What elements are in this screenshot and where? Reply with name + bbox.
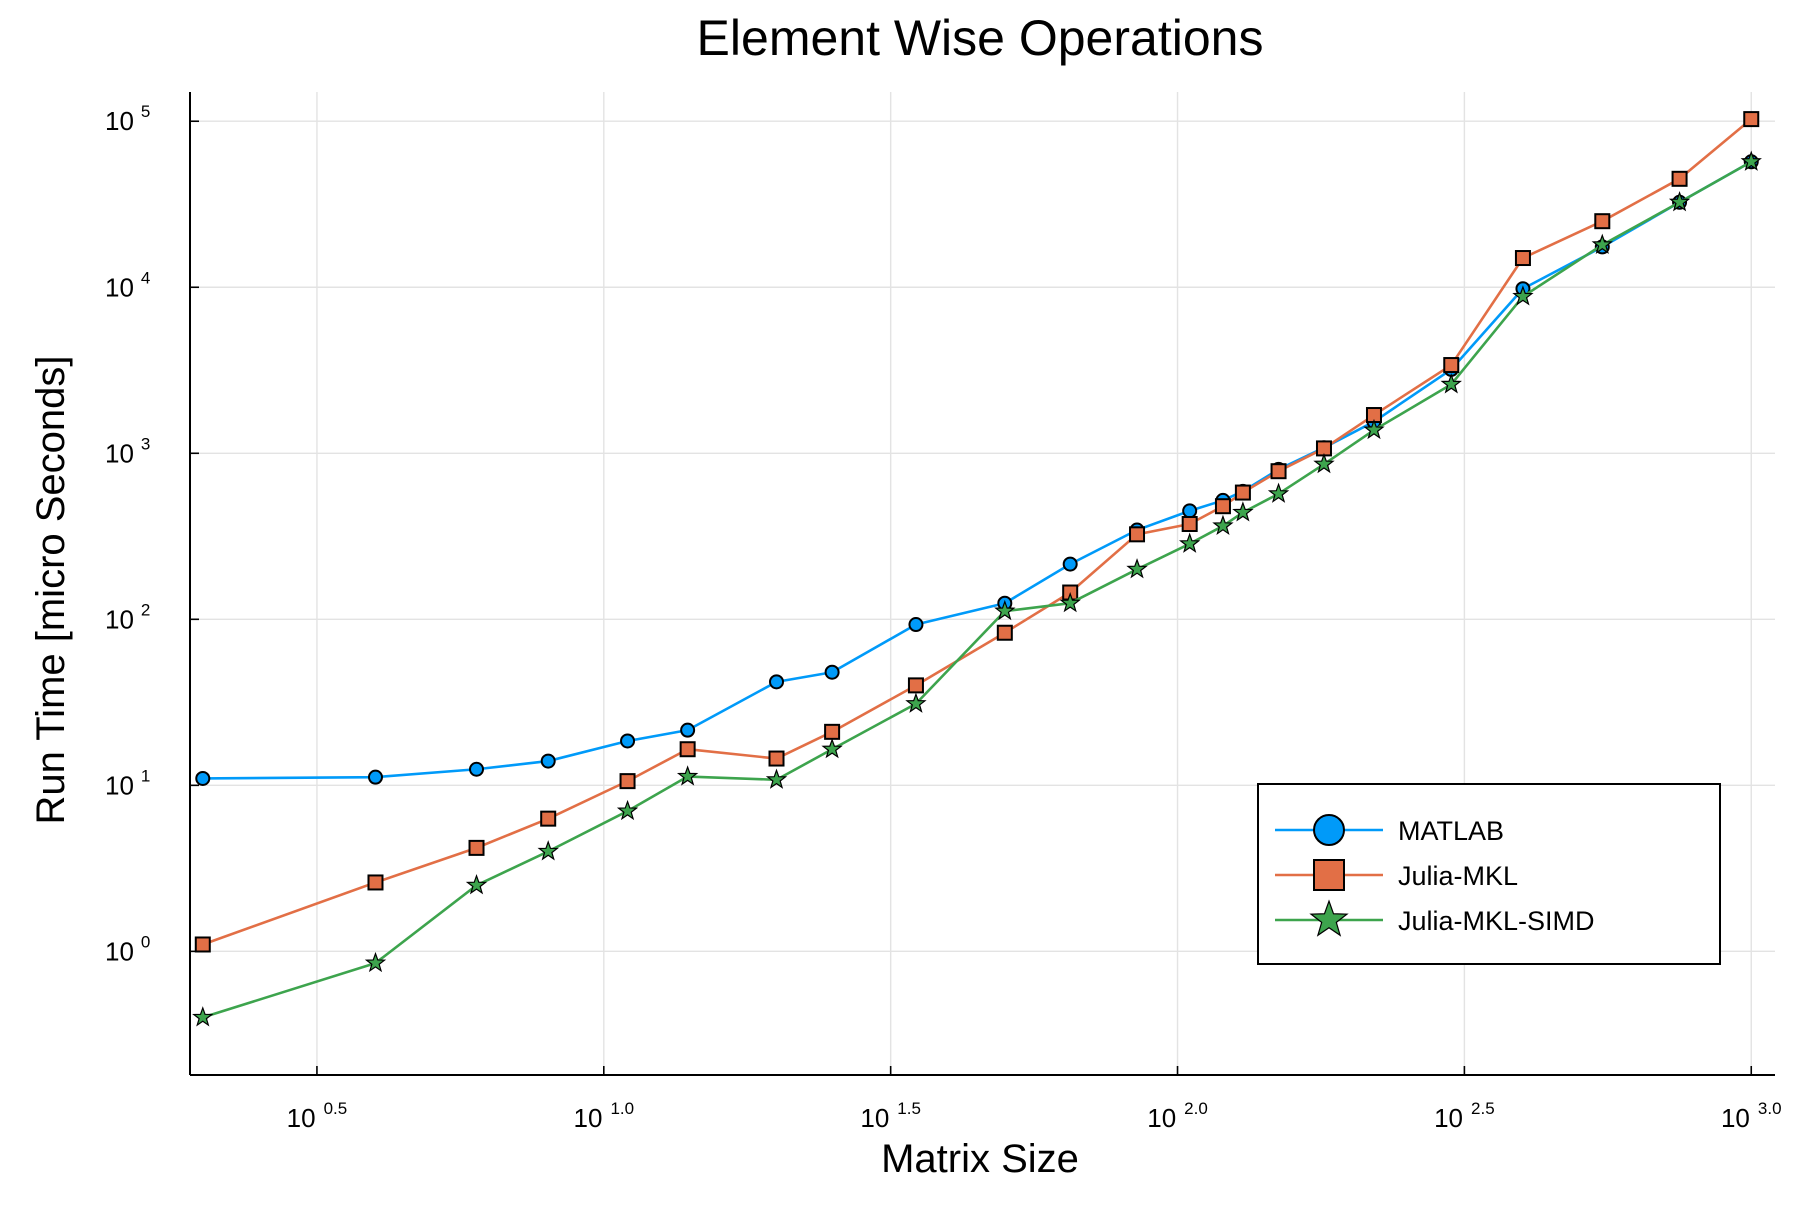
y-tick-exponent: 1 <box>141 766 150 785</box>
y-tick-base: 10 <box>105 272 134 302</box>
data-point <box>823 740 841 757</box>
data-point <box>470 763 483 776</box>
data-point <box>1064 558 1077 571</box>
x-tick-exponent: 1.5 <box>897 1099 921 1118</box>
x-tick-label: 101.0 <box>574 1099 635 1133</box>
y-tick-exponent: 2 <box>141 600 150 619</box>
data-point <box>367 954 385 971</box>
data-point <box>1272 464 1286 478</box>
data-point <box>1216 499 1230 513</box>
y-tick-exponent: 5 <box>141 102 150 121</box>
data-point <box>1183 517 1197 531</box>
x-axis-label: Matrix Size <box>881 1137 1079 1181</box>
data-point <box>909 678 923 692</box>
y-tick-base: 10 <box>105 604 134 634</box>
x-tick-exponent: 1.0 <box>610 1099 634 1118</box>
x-tick-base: 10 <box>1434 1103 1463 1133</box>
data-point <box>1128 560 1146 577</box>
data-point <box>1214 517 1232 534</box>
y-tick-base: 10 <box>105 438 134 468</box>
data-point <box>1130 527 1144 541</box>
data-point <box>541 812 555 826</box>
data-point <box>1444 358 1458 372</box>
y-ticks: 10 0 10 1 10 2 10 3 10 4 10 5 <box>105 102 199 966</box>
x-ticks: 100.5101.0101.5102.0102.5103.0 <box>287 1066 1782 1133</box>
data-point <box>470 841 484 855</box>
legend-label: MATLAB <box>1398 816 1504 846</box>
x-tick-base: 10 <box>287 1103 316 1133</box>
legend-marker <box>1314 860 1344 890</box>
data-point <box>368 875 382 889</box>
data-point <box>194 1008 212 1025</box>
y-tick-exponent: 4 <box>141 268 150 287</box>
data-point <box>998 626 1012 640</box>
data-point <box>826 666 839 679</box>
data-point <box>621 734 634 747</box>
data-point <box>1595 214 1609 228</box>
y-tick-base: 10 <box>105 770 134 800</box>
x-tick-exponent: 2.0 <box>1184 1099 1208 1118</box>
data-point <box>369 771 382 784</box>
x-tick-exponent: 2.5 <box>1471 1099 1495 1118</box>
y-tick-label: 10 2 <box>105 600 150 634</box>
data-point <box>1183 504 1196 517</box>
y-tick-label: 10 0 <box>105 932 150 966</box>
data-point <box>681 742 695 756</box>
data-point <box>909 618 922 631</box>
chart-title: Element Wise Operations <box>697 10 1264 66</box>
x-tick-base: 10 <box>860 1103 889 1133</box>
x-tick-base: 10 <box>574 1103 603 1133</box>
data-point <box>1181 534 1199 551</box>
data-point <box>539 842 557 859</box>
x-tick-base: 10 <box>1147 1103 1176 1133</box>
data-point <box>770 675 783 688</box>
data-point <box>621 774 635 788</box>
data-point <box>770 752 784 766</box>
data-point <box>1270 484 1288 501</box>
data-point <box>196 772 209 785</box>
y-tick-exponent: 0 <box>141 932 150 951</box>
legend-label: Julia-MKL <box>1398 861 1518 891</box>
x-tick-label: 101.5 <box>860 1099 921 1133</box>
x-tick-label: 102.0 <box>1147 1099 1208 1133</box>
x-tick-label: 100.5 <box>287 1099 348 1133</box>
data-point <box>1673 172 1687 186</box>
y-axis-label: Run Time [micro Seconds] <box>29 355 73 824</box>
data-point <box>681 724 694 737</box>
y-tick-exponent: 3 <box>141 434 150 453</box>
x-tick-label: 102.5 <box>1434 1099 1495 1133</box>
data-point <box>1516 251 1530 265</box>
y-tick-label: 10 4 <box>105 268 150 302</box>
data-point <box>542 755 555 768</box>
x-tick-exponent: 0.5 <box>324 1099 348 1118</box>
y-tick-label: 10 3 <box>105 434 150 468</box>
y-tick-base: 10 <box>105 936 134 966</box>
y-tick-label: 10 5 <box>105 102 150 136</box>
data-point <box>1236 486 1250 500</box>
data-point <box>1744 112 1758 126</box>
x-tick-base: 10 <box>1721 1103 1750 1133</box>
y-tick-base: 10 <box>105 106 134 136</box>
y-tick-label: 10 1 <box>105 766 150 800</box>
data-point <box>825 725 839 739</box>
data-point <box>196 937 210 951</box>
data-point <box>619 802 637 819</box>
x-tick-exponent: 3.0 <box>1758 1099 1782 1118</box>
legend-label: Julia-MKL-SIMD <box>1398 906 1595 936</box>
x-tick-label: 103.0 <box>1721 1099 1782 1133</box>
series-matlab <box>196 155 1757 785</box>
legend-marker <box>1314 815 1344 845</box>
legend: MATLAB Julia-MKL Julia-MKL-SIMD <box>1258 784 1720 964</box>
